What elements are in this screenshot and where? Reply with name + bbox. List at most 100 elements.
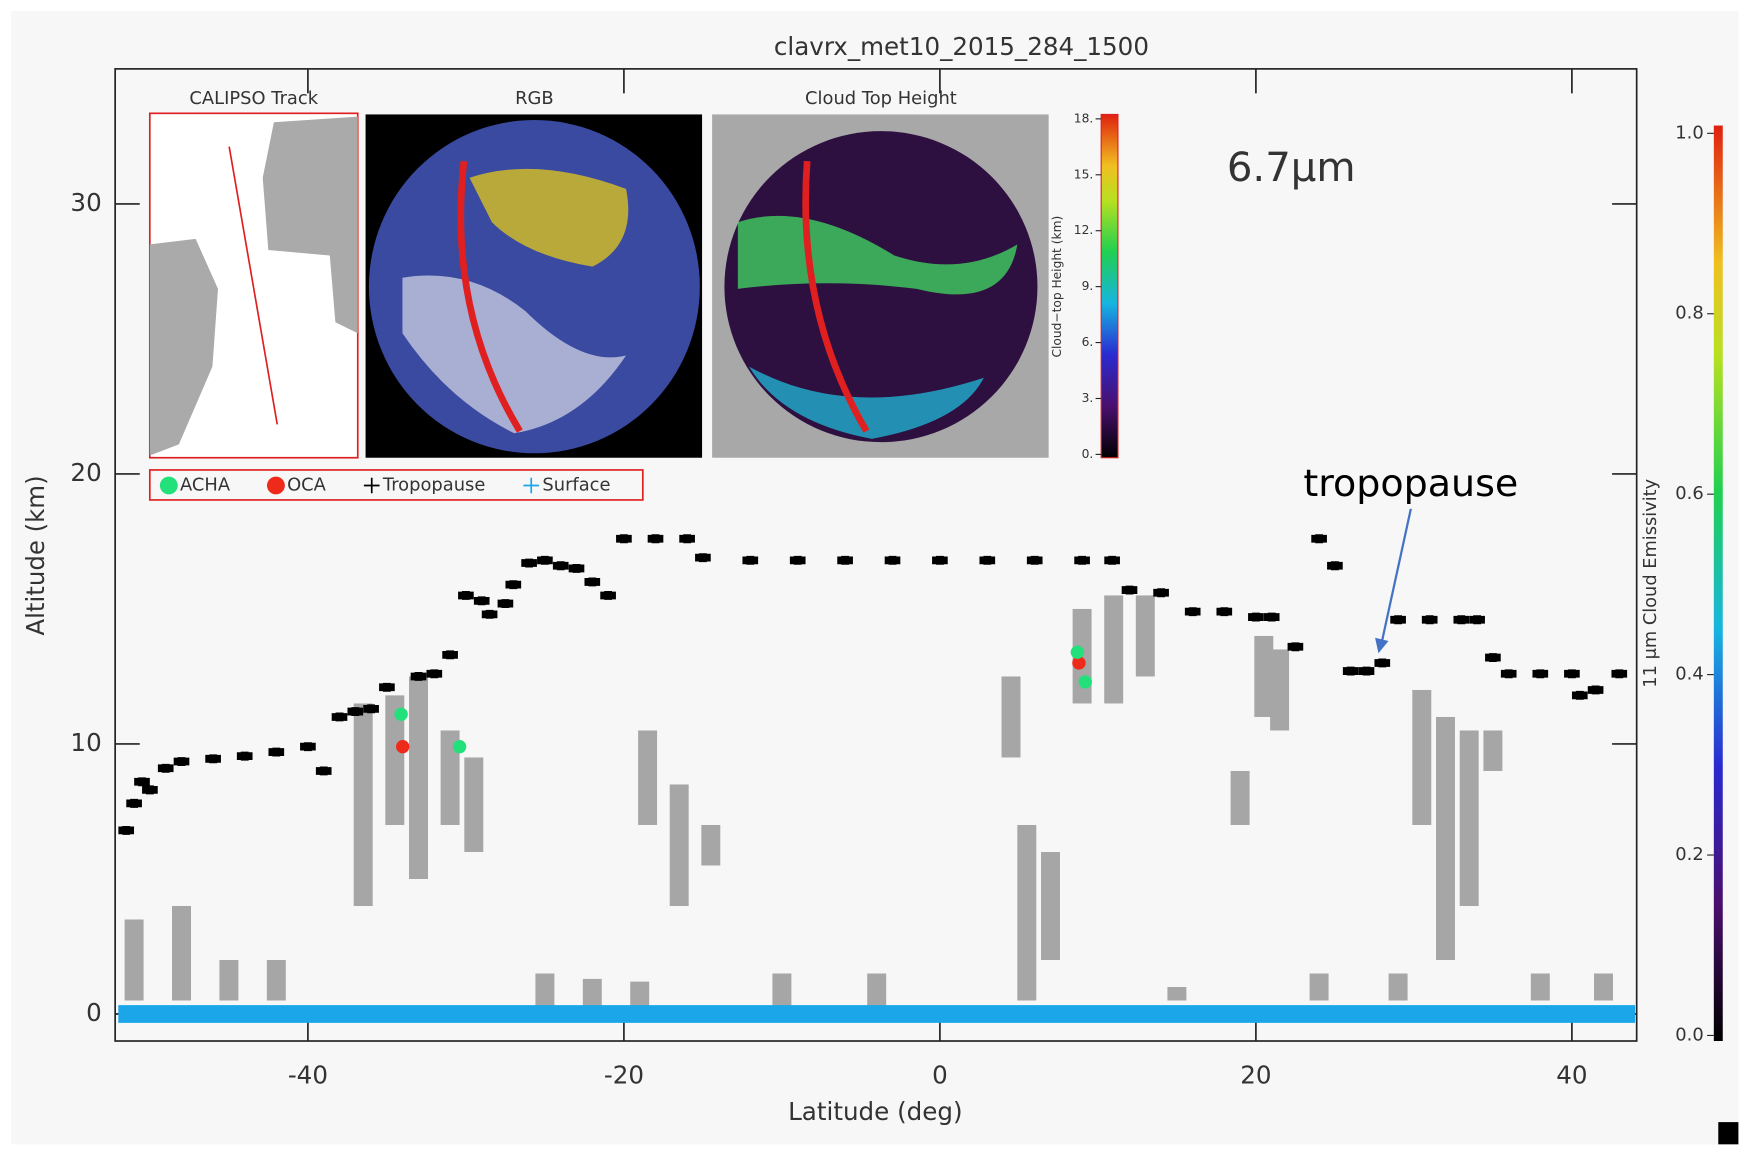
cloud-layer: [867, 974, 886, 1006]
cloud-layer: [701, 825, 720, 866]
cloud-layer: [535, 974, 554, 1006]
tropopause-point: [442, 650, 458, 659]
tropopause-point: [363, 704, 379, 713]
tropopause-point: [1122, 586, 1138, 595]
tropopause-point: [426, 669, 442, 678]
chart-title: clavrx_met10_2015_284_1500: [774, 32, 1149, 61]
emissivity-colorbar: [1714, 126, 1723, 1041]
cloud-layer: [630, 982, 649, 1006]
tropopause-point: [1374, 659, 1390, 668]
cloud-layer: [1460, 730, 1479, 906]
cth-colorbar-tick-label: 12.: [1074, 223, 1094, 237]
tropopause-point: [979, 556, 995, 565]
y-tick-label: 20: [70, 458, 101, 487]
tropopause-point: [498, 599, 514, 608]
y-axis-label: Altitude (km): [21, 475, 50, 635]
legend-label: Tropopause: [382, 475, 485, 496]
cth-colorbar-tick-label: 6.: [1082, 335, 1094, 349]
tropopause-point: [1027, 556, 1043, 565]
cth-colorbar-tick-label: 0.: [1082, 447, 1094, 461]
tropopause-point: [1390, 615, 1406, 624]
cloud-layer: [1136, 595, 1155, 676]
x-tick-label: 20: [1240, 1061, 1271, 1090]
x-tick-label: -20: [604, 1061, 644, 1090]
tropopause-point: [1264, 613, 1280, 622]
tropopause-point: [679, 534, 695, 543]
tropopause-point: [569, 564, 585, 573]
y2-tick-label: 0.8: [1675, 303, 1703, 324]
x-tick-label: 40: [1556, 1061, 1587, 1090]
tropopause-point: [837, 556, 853, 565]
tropopause-point: [553, 561, 569, 570]
tropopause-point: [158, 764, 174, 773]
tropopause-point: [1153, 588, 1169, 597]
tropopause-point: [134, 777, 150, 786]
page: clavrx_met10_2015_284_1500 Latitude (deg…: [0, 0, 1744, 1151]
tropopause-point: [237, 752, 253, 761]
tropopause-point: [205, 754, 221, 763]
tropopause-point: [932, 556, 948, 565]
legend-label: OCA: [287, 475, 327, 496]
tropopause-point: [1485, 653, 1501, 662]
tropopause-point: [885, 556, 901, 565]
legend-marker: [267, 477, 285, 495]
cloud-layer: [670, 784, 689, 906]
tropopause-point: [1185, 607, 1201, 616]
cth-colorbar-tick-label: 15.: [1074, 167, 1094, 181]
x-tick-label: -40: [288, 1061, 328, 1090]
y2-tick-label: 0.6: [1675, 483, 1703, 504]
tropopause-point: [332, 713, 348, 722]
tropopause-point: [142, 785, 158, 794]
x-tick-label: 0: [932, 1061, 948, 1090]
tropopause-point: [790, 556, 806, 565]
cloud-layer: [772, 974, 791, 1006]
tropopause-point: [742, 556, 758, 565]
tropopause-point: [505, 580, 521, 589]
cloud-layer: [1483, 730, 1502, 771]
cloud-layer: [172, 906, 191, 1001]
point: [1079, 675, 1092, 688]
tropopause-point: [584, 578, 600, 587]
inset-title: Cloud Top Height: [805, 88, 957, 109]
legend-label: Surface: [542, 475, 610, 496]
y-tick-label: 30: [70, 188, 101, 217]
tropopause-point: [316, 767, 332, 776]
cloud-layer: [1594, 974, 1613, 1001]
cloud-layer: [354, 703, 373, 906]
point: [453, 740, 466, 753]
cloud-layer: [125, 919, 144, 1000]
cloud-layer: [583, 979, 602, 1006]
y2-tick-label: 1.0: [1675, 122, 1703, 143]
cloud-layer: [1231, 771, 1250, 825]
tropopause-point: [482, 610, 498, 619]
cth-colorbar-tick-label: 18.: [1074, 111, 1094, 125]
tropopause-point: [458, 591, 474, 600]
cloud-layer: [638, 730, 657, 825]
tropopause-point: [1564, 669, 1580, 678]
tropopause-point: [379, 683, 395, 692]
tropopause-point: [411, 672, 427, 681]
tropopause-point: [1501, 669, 1517, 678]
tropopause-point: [1288, 642, 1304, 651]
cloud-layer: [1389, 974, 1408, 1001]
corner-mark: [1718, 1122, 1738, 1144]
tropopause-point: [695, 553, 711, 562]
cloud-layer: [1310, 974, 1329, 1001]
cloud-layer: [1412, 690, 1431, 825]
tropopause-point: [1611, 669, 1627, 678]
tropopause-point: [521, 559, 537, 568]
tropopause-point: [474, 596, 490, 605]
tropopause-point: [1216, 607, 1232, 616]
tropopause-point: [1343, 667, 1359, 676]
legend-label: ACHA: [180, 475, 231, 496]
tropopause-point: [1588, 686, 1604, 695]
cloud-layer: [1104, 595, 1123, 703]
tropopause-point: [1453, 615, 1469, 624]
tropopause-point: [1248, 613, 1264, 622]
tropopause-point: [1359, 667, 1375, 676]
tropopause-point: [1311, 534, 1327, 543]
cloud-layer: [1002, 676, 1021, 757]
y2-tick-label: 0.0: [1675, 1024, 1703, 1045]
tropopause-point: [347, 707, 363, 716]
tropopause-point: [1469, 615, 1485, 624]
